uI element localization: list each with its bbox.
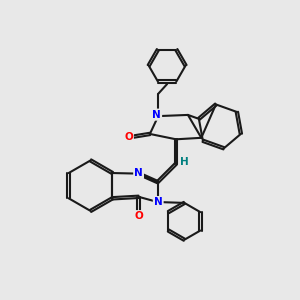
Text: N: N bbox=[134, 168, 143, 178]
Text: N: N bbox=[152, 110, 161, 120]
Text: N: N bbox=[154, 197, 163, 207]
Text: O: O bbox=[124, 132, 133, 142]
Text: H: H bbox=[180, 157, 189, 167]
Text: O: O bbox=[134, 211, 143, 221]
